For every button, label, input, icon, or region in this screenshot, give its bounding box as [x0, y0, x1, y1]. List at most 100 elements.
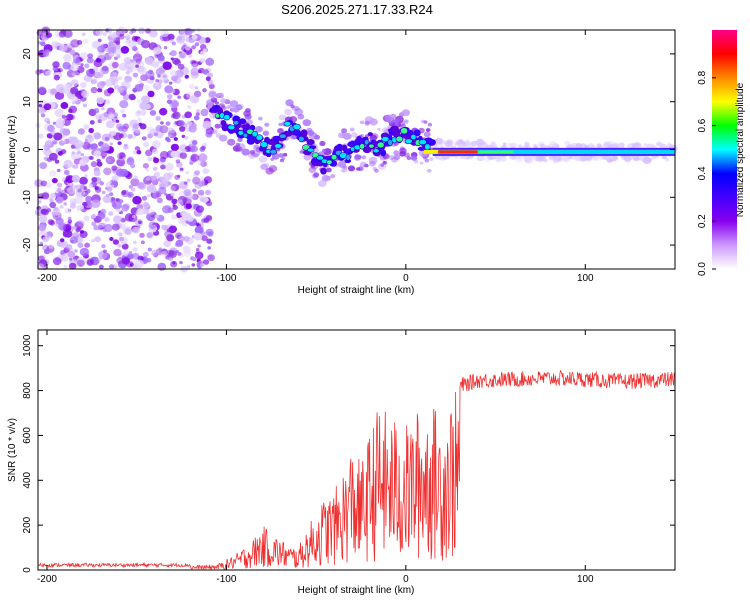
noise-blob [204, 38, 211, 44]
halo-blob [397, 120, 406, 127]
noise-blob [167, 255, 174, 261]
noise-blob [192, 257, 197, 262]
noise-blob [50, 88, 58, 95]
noise-blob [64, 230, 73, 238]
noise-blob [187, 105, 192, 109]
noise-blob [87, 53, 94, 59]
noise-blob [142, 163, 149, 169]
noise-blob [96, 158, 101, 163]
spectrogram-marks [34, 26, 678, 273]
noise-blob [125, 34, 131, 39]
noise-blob [187, 215, 194, 222]
noise-blob [75, 184, 85, 192]
noise-blob [197, 244, 201, 248]
noise-blob [162, 205, 172, 214]
noise-blob [162, 74, 167, 79]
halo-blob [274, 154, 280, 159]
noise-blob [91, 199, 101, 208]
noise-blob [71, 164, 77, 169]
snr-y-ticks: 0 200 400 600 800 1000 [22, 334, 675, 573]
noise-blob [185, 203, 192, 210]
noise-blob [48, 243, 54, 249]
noise-blob [63, 54, 73, 63]
noise-blob [146, 126, 155, 134]
noise-blob [83, 124, 90, 130]
noise-blob [165, 136, 170, 142]
noise-blob [157, 74, 161, 78]
noise-blob [119, 168, 129, 177]
noise-blob [108, 113, 115, 120]
noise-blob [47, 219, 54, 225]
noise-blob [62, 54, 71, 62]
ridge-core-blob [326, 159, 333, 165]
halo-blob [439, 139, 446, 145]
noise-blob [108, 52, 115, 58]
halo-blob [258, 155, 268, 163]
spectrogram-x-ticks: -200 -100 0 100 [37, 30, 594, 284]
noise-blob [117, 87, 125, 94]
noise-blob [200, 108, 209, 117]
noise-blob [111, 61, 119, 69]
halo-blob [419, 161, 424, 165]
colorbar-gradient [712, 30, 737, 269]
noise-blob [184, 191, 191, 197]
ridge-core-blob [359, 143, 365, 150]
x-tick-label: -100 [216, 574, 236, 585]
noise-blob [101, 190, 106, 195]
noise-blob [69, 203, 77, 209]
halo-blob [262, 130, 270, 136]
noise-blob [153, 132, 158, 137]
noise-blob [72, 225, 78, 230]
noise-blob [127, 134, 133, 139]
noise-blob [118, 33, 125, 40]
halo-blob [353, 154, 362, 161]
ridge-core-blob [345, 154, 351, 161]
noise-blob [93, 132, 102, 140]
carrier-band-yellow [423, 149, 439, 154]
ridge-core-blob [214, 113, 220, 119]
noise-blob [205, 76, 211, 82]
noise-blob [100, 81, 106, 87]
noise-blob [128, 251, 133, 255]
noise-blob [91, 221, 97, 227]
noise-blob [148, 209, 155, 216]
noise-blob [85, 188, 91, 194]
noise-blob [172, 112, 179, 118]
noise-blob [132, 247, 138, 252]
halo-blob [285, 99, 294, 107]
halo-blob [423, 120, 428, 124]
halo-blob [575, 143, 583, 149]
noise-blob [137, 220, 142, 225]
halo-blob [502, 142, 507, 146]
noise-blob [170, 50, 177, 57]
halo-blob [215, 133, 222, 138]
noise-blob [175, 239, 184, 247]
noise-blob [167, 33, 175, 41]
noise-blob [117, 209, 122, 213]
halo-blob [426, 168, 432, 173]
noise-blob [97, 212, 106, 220]
noise-blob [58, 67, 63, 73]
noise-blob [91, 78, 98, 85]
noise-blob [204, 176, 212, 184]
halo-blob [317, 179, 327, 188]
noise-blob [113, 48, 122, 56]
noise-blob [38, 104, 43, 108]
noise-blob [130, 163, 136, 169]
halo-blob [634, 142, 642, 148]
noise-blob [103, 223, 113, 233]
noise-blob [207, 72, 213, 78]
noise-blob [52, 121, 57, 125]
noise-blob [105, 193, 110, 198]
noise-blob [158, 180, 168, 189]
noise-blob [136, 208, 144, 216]
noise-blob [164, 162, 174, 171]
noise-blob [109, 237, 114, 241]
noise-blob [124, 75, 132, 83]
halo-blob [218, 92, 224, 97]
noise-blob [142, 251, 149, 258]
noise-blob [199, 58, 206, 64]
noise-blob [101, 244, 106, 249]
halo-blob [553, 142, 558, 147]
noise-blob [105, 158, 111, 163]
